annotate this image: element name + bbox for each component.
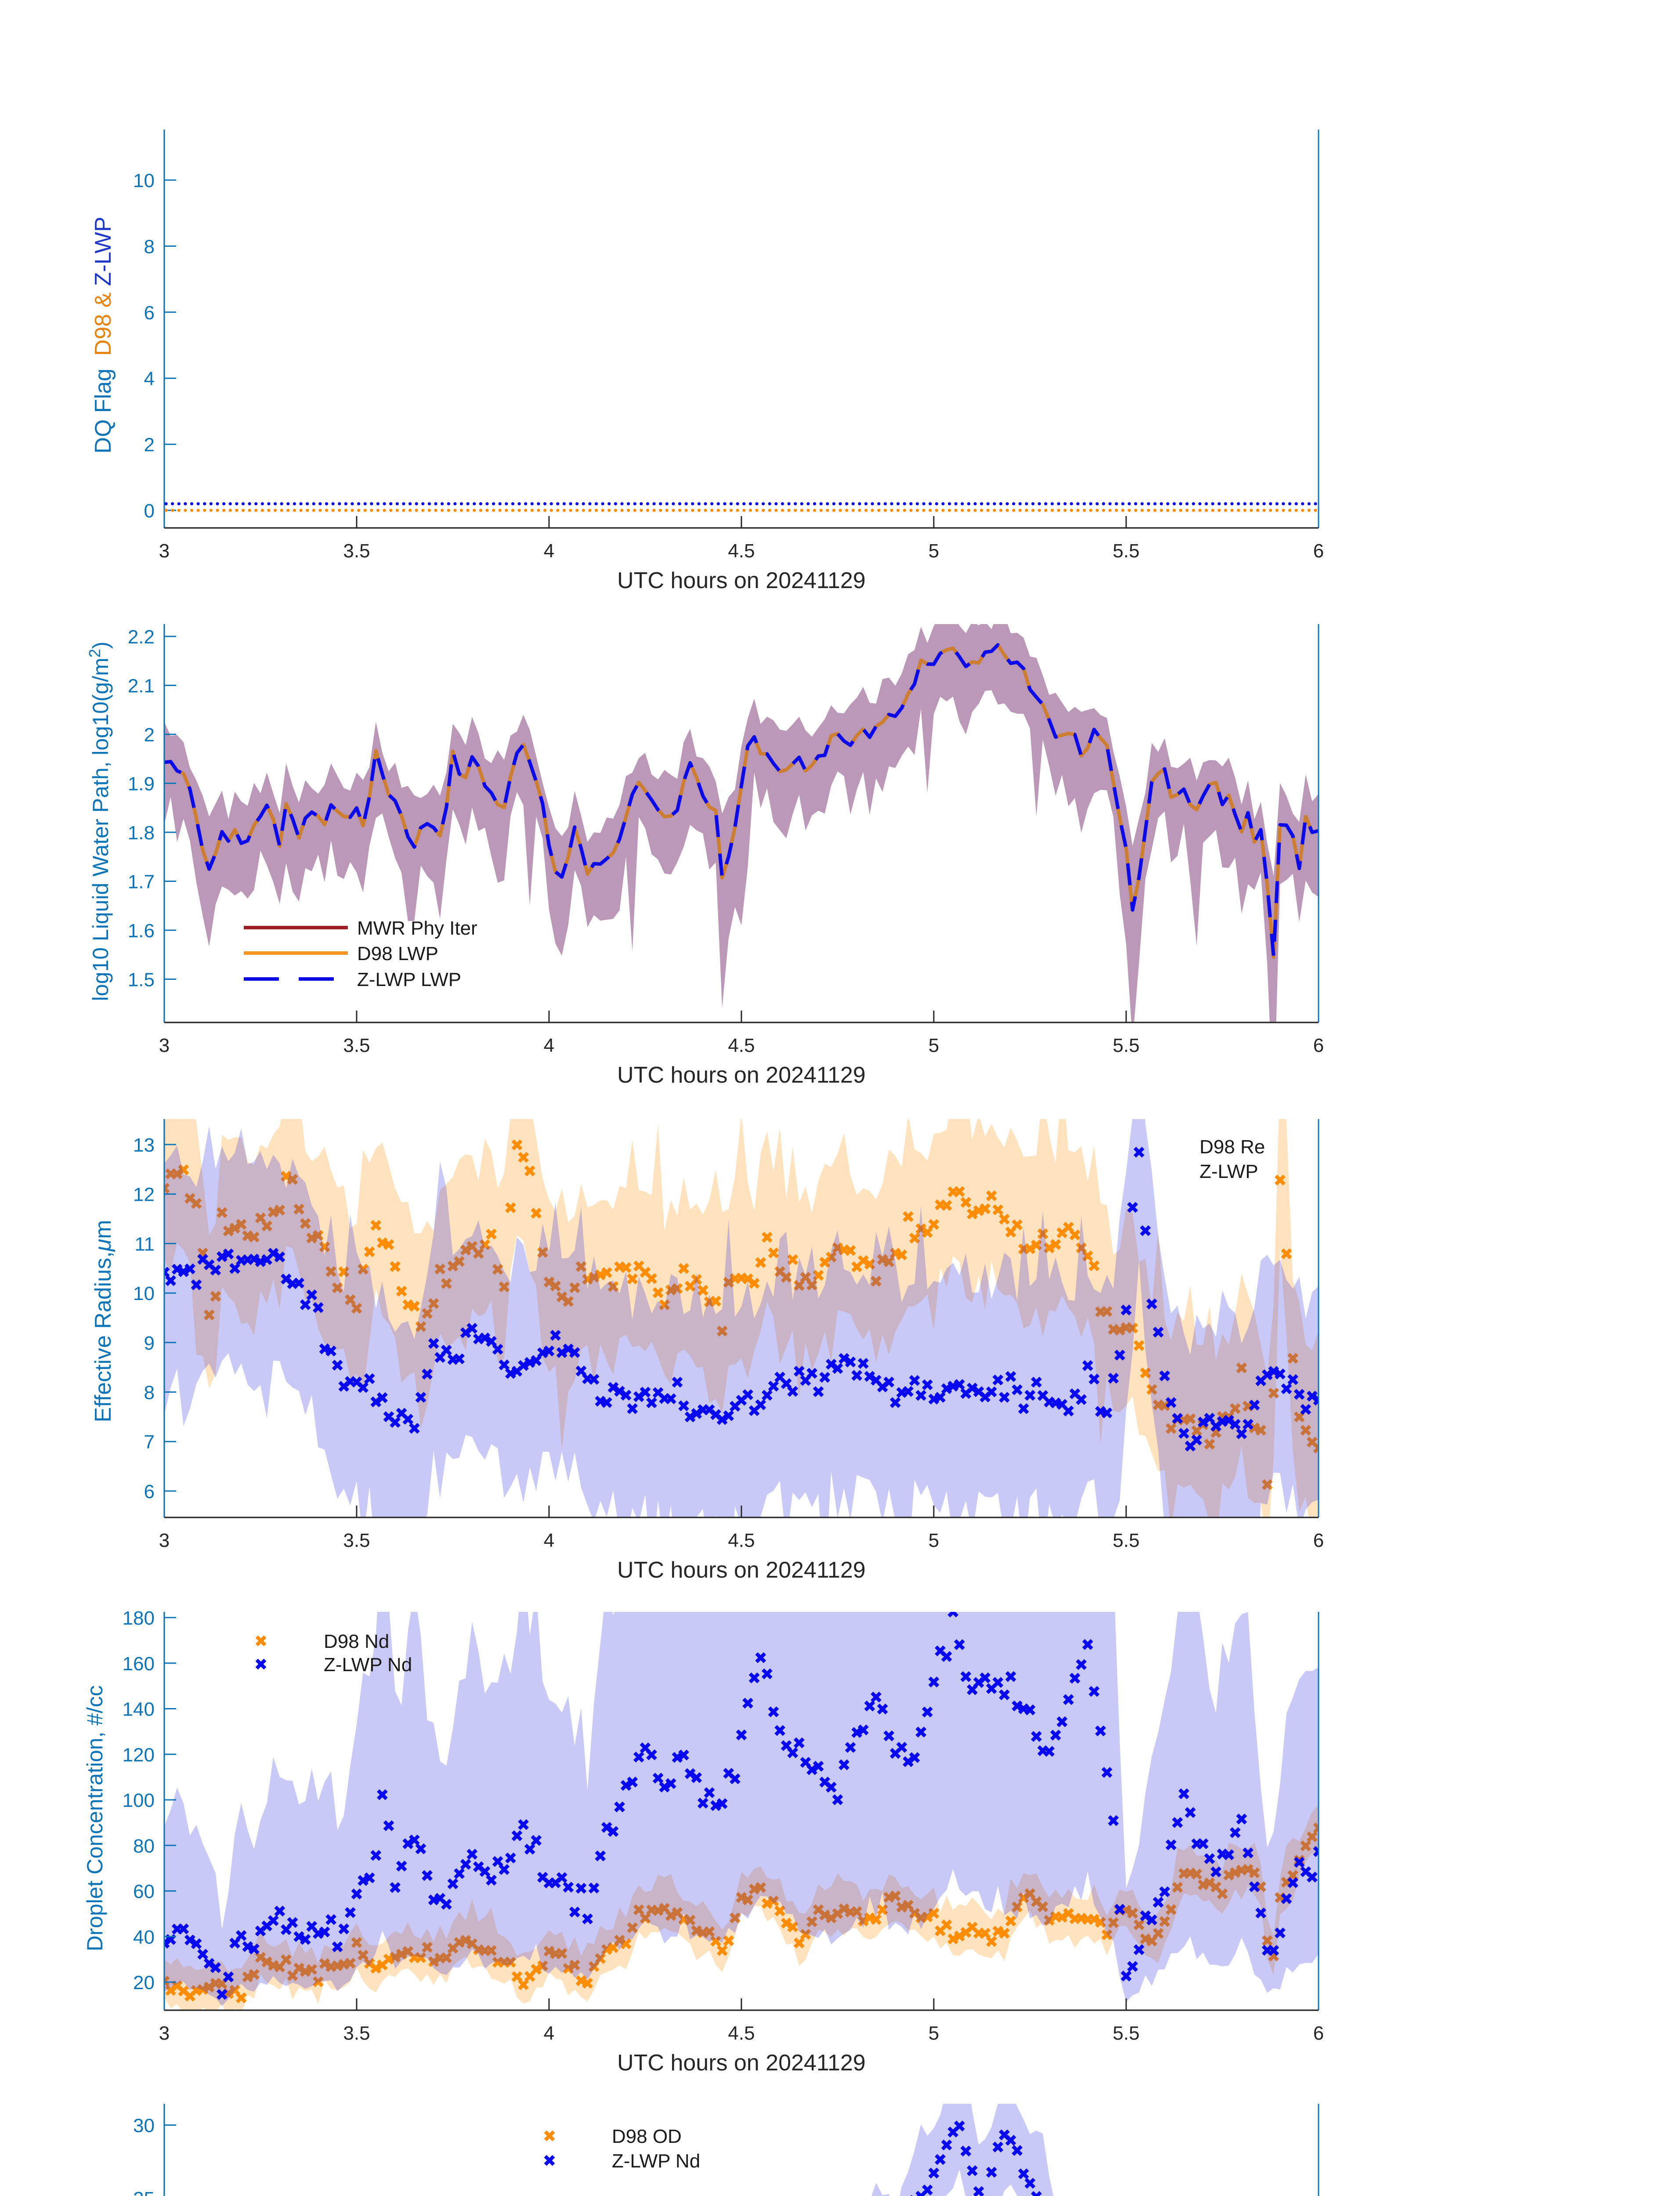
svg-text:5.5: 5.5	[1113, 1530, 1139, 1551]
svg-text:4.5: 4.5	[728, 1035, 755, 1056]
svg-text:11: 11	[134, 1233, 155, 1255]
svg-text:UTC hours on 20241129: UTC hours on 20241129	[617, 2050, 866, 2076]
svg-text:4: 4	[544, 1530, 554, 1551]
svg-text:UTC hours on 20241129: UTC hours on 20241129	[617, 1557, 866, 1583]
svg-text:3: 3	[159, 1530, 170, 1551]
svg-text:6: 6	[144, 302, 155, 324]
svg-text:D98 Nd: D98 Nd	[324, 1631, 389, 1652]
svg-text:5.5: 5.5	[1113, 1035, 1139, 1056]
svg-text:Effective Radius,μm: Effective Radius,μm	[90, 1220, 116, 1422]
svg-text:0: 0	[144, 500, 155, 522]
svg-text:140: 140	[123, 1699, 155, 1720]
svg-text:Z-LWP Nd: Z-LWP Nd	[324, 1654, 412, 1676]
svg-text:UTC hours on 20241129: UTC hours on 20241129	[617, 1062, 866, 1088]
svg-text:6: 6	[1313, 1035, 1324, 1056]
svg-text:4: 4	[144, 368, 155, 390]
svg-text:4: 4	[544, 540, 554, 562]
svg-text:4: 4	[544, 1035, 554, 1056]
svg-text:9: 9	[144, 1333, 155, 1354]
svg-text:D98 LWP: D98 LWP	[357, 943, 438, 964]
svg-text:D98 OD: D98 OD	[612, 2126, 682, 2147]
svg-text:5: 5	[929, 1530, 939, 1551]
svg-text:100: 100	[123, 1790, 155, 1811]
svg-text:7: 7	[144, 1431, 155, 1453]
svg-text:60: 60	[133, 1881, 155, 1903]
svg-text:6: 6	[1313, 1530, 1324, 1551]
svg-text:4.5: 4.5	[728, 540, 755, 562]
svg-text:30: 30	[133, 2115, 155, 2137]
svg-text:5: 5	[929, 1035, 939, 1056]
svg-text:5: 5	[929, 2023, 939, 2044]
svg-text:Z-LWP: Z-LWP	[1199, 1161, 1258, 1182]
svg-text:20: 20	[133, 1972, 155, 1994]
svg-text:2.1: 2.1	[128, 675, 155, 697]
svg-text:D98 Re: D98 Re	[1199, 1136, 1265, 1158]
svg-text:3.5: 3.5	[343, 540, 370, 562]
svg-text:1.6: 1.6	[128, 920, 155, 942]
svg-text:160: 160	[123, 1653, 155, 1675]
svg-text:13: 13	[133, 1134, 155, 1156]
svg-text:1.7: 1.7	[128, 871, 155, 893]
svg-text:Z-LWP Nd: Z-LWP Nd	[612, 2150, 700, 2172]
svg-text:3.5: 3.5	[343, 1035, 370, 1056]
svg-text:3: 3	[159, 1035, 170, 1056]
svg-text:3: 3	[159, 2023, 170, 2044]
svg-text:25: 25	[133, 2188, 155, 2196]
svg-text:5.5: 5.5	[1113, 540, 1139, 562]
svg-text:1.9: 1.9	[128, 773, 155, 795]
svg-text:1.8: 1.8	[128, 822, 155, 844]
svg-text:6: 6	[144, 1481, 155, 1503]
svg-text:2: 2	[144, 434, 155, 456]
svg-text:6: 6	[1313, 540, 1324, 562]
svg-text:5.5: 5.5	[1113, 2023, 1139, 2044]
svg-text:5: 5	[929, 540, 939, 562]
svg-text:UTC hours on 20241129: UTC hours on 20241129	[617, 568, 866, 593]
svg-text:8: 8	[144, 1382, 155, 1404]
svg-text:8: 8	[144, 236, 155, 257]
svg-text:120: 120	[123, 1744, 155, 1766]
svg-text:12: 12	[133, 1184, 155, 1206]
svg-text:4.5: 4.5	[728, 2023, 755, 2044]
svg-text:2: 2	[144, 724, 155, 746]
svg-text:Droplet Concentration, #/cc: Droplet Concentration, #/cc	[83, 1685, 107, 1951]
svg-text:10: 10	[133, 1283, 155, 1304]
svg-text:4.5: 4.5	[728, 1530, 755, 1551]
svg-text:180: 180	[123, 1607, 155, 1629]
svg-text:6: 6	[1313, 2023, 1324, 2044]
svg-text:Z-LWP LWP: Z-LWP LWP	[357, 969, 461, 990]
svg-text:3.5: 3.5	[343, 1530, 370, 1551]
svg-text:4: 4	[544, 2023, 554, 2044]
svg-text:80: 80	[133, 1835, 155, 1857]
svg-text:40: 40	[133, 1926, 155, 1948]
svg-text:3.5: 3.5	[343, 2023, 370, 2044]
svg-text:3: 3	[159, 540, 170, 562]
svg-text:10: 10	[133, 170, 155, 191]
svg-text:1.5: 1.5	[128, 969, 155, 991]
svg-text:DQ Flag D98 & Z-LWP: DQ Flag D98 & Z-LWP	[90, 217, 116, 453]
svg-text:MWR Phy Iter: MWR Phy Iter	[357, 917, 477, 939]
svg-text:log10 Liquid Water Path, log10: log10 Liquid Water Path, log10(g/m2)	[86, 642, 113, 1001]
svg-text:2.2: 2.2	[128, 626, 155, 648]
